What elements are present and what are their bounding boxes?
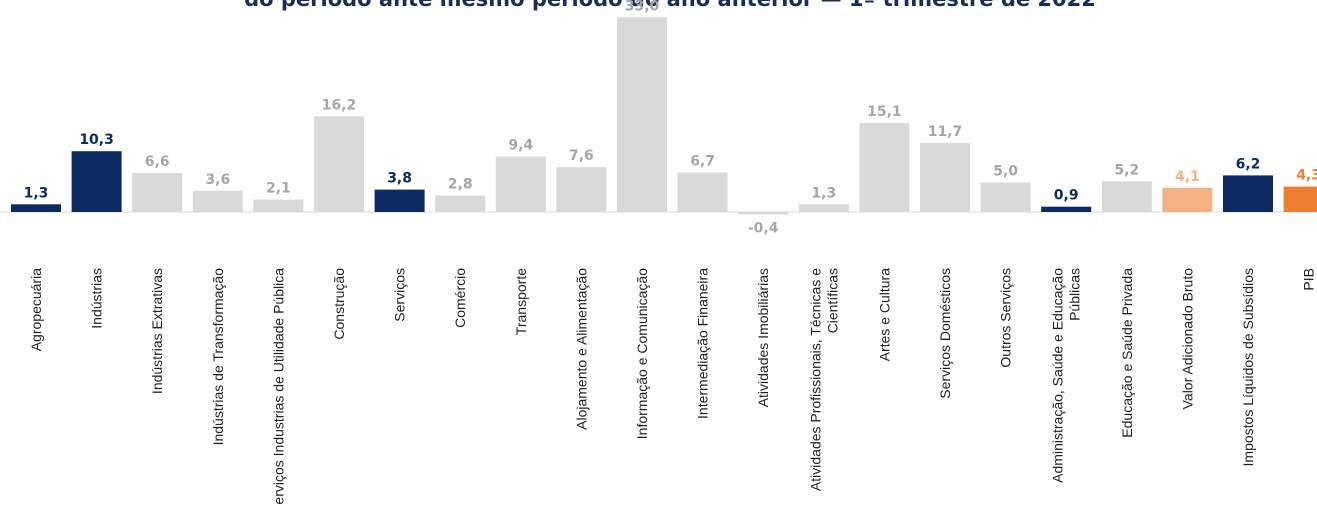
bar-value-label: 10,3 bbox=[79, 132, 114, 148]
category-label-line: Científicas bbox=[824, 268, 840, 333]
bar bbox=[495, 156, 546, 212]
bar bbox=[71, 151, 122, 212]
category-label-line: PIB bbox=[1301, 268, 1317, 291]
category-label-line: Impostos Líquidos de Subsídios bbox=[1240, 268, 1256, 466]
bar-value-label: 33,0 bbox=[625, 0, 660, 14]
bar bbox=[738, 212, 789, 215]
bar bbox=[435, 195, 486, 212]
category-label-line: Educação e Saúde Privada bbox=[1119, 268, 1135, 438]
category-label-line: Construção bbox=[331, 268, 347, 340]
bar-value-label: -0,4 bbox=[748, 220, 779, 236]
category-label: Comércio bbox=[452, 268, 468, 328]
bar bbox=[1041, 206, 1092, 212]
category-label-line: Públicas bbox=[1067, 268, 1083, 321]
bar bbox=[1283, 186, 1317, 212]
bar-value-label: 0,9 bbox=[1054, 188, 1079, 204]
bar-value-label: 2,8 bbox=[448, 177, 473, 193]
category-label-line: Serviços bbox=[392, 268, 408, 322]
bar bbox=[132, 173, 183, 212]
category-label: Outros Serviços bbox=[998, 268, 1014, 368]
category-label: Alojamento e Alimentação bbox=[573, 268, 589, 430]
category-label-line: Informação e Comunicação bbox=[634, 268, 650, 439]
category-label: Educação e Saúde Privada bbox=[1119, 268, 1135, 438]
bar-value-label: 1,3 bbox=[24, 185, 49, 201]
category-label-line: Transporte bbox=[513, 268, 529, 335]
bar-value-label: 16,2 bbox=[322, 97, 357, 113]
category-label: Serviços Domésticos bbox=[937, 268, 953, 399]
category-label-line: Administração, Saúde e Educação bbox=[1050, 268, 1066, 483]
bar-value-label: 3,8 bbox=[387, 171, 412, 187]
category-label-line: Agropecuária bbox=[28, 268, 44, 351]
category-label-line: Atividades Profissionais, Técnicas e bbox=[807, 268, 823, 491]
bar bbox=[192, 190, 243, 212]
bar-value-label: 6,6 bbox=[145, 154, 170, 170]
bar bbox=[314, 116, 364, 212]
bar bbox=[677, 172, 728, 212]
bar-value-label: 5,0 bbox=[993, 164, 1018, 180]
bar-value-label: 1,3 bbox=[811, 185, 836, 201]
category-label-line: Indústrias Extrativas bbox=[149, 268, 165, 394]
bar bbox=[1101, 181, 1152, 212]
category-label: Indústrias bbox=[89, 268, 105, 329]
bar-value-label: 7,6 bbox=[569, 148, 594, 164]
category-label: Valor Adicionado Bruto bbox=[1179, 268, 1195, 410]
bar bbox=[253, 199, 304, 212]
bar-value-label: 3,6 bbox=[205, 172, 230, 188]
category-label-line: Indústrias bbox=[89, 268, 105, 329]
bar bbox=[859, 122, 910, 212]
bar bbox=[556, 167, 607, 212]
category-label-line: Indústrias de Transformação bbox=[210, 268, 226, 446]
bar bbox=[920, 143, 970, 212]
category-label: Indústrias de Transformação bbox=[210, 268, 226, 446]
bar bbox=[980, 182, 1031, 212]
bar-value-label: 15,1 bbox=[867, 104, 902, 120]
category-label-line: Comércio bbox=[452, 268, 468, 328]
category-label: Serviços Industrias de Utilidade Pública bbox=[270, 268, 286, 505]
bar-value-label: 4,1 bbox=[1175, 169, 1200, 185]
bar bbox=[617, 17, 667, 212]
category-label: Informação e Comunicação bbox=[634, 268, 650, 439]
chart-title: do período ante mesmo período do ano ant… bbox=[0, 0, 1317, 11]
category-label: Serviços bbox=[392, 268, 408, 322]
bar bbox=[1223, 175, 1273, 212]
bar-value-label: 9,4 bbox=[508, 138, 533, 154]
bar-value-label: 2,1 bbox=[266, 181, 291, 197]
bar bbox=[798, 204, 849, 212]
category-label: Administração, Saúde e EducaçãoPúblicas bbox=[1050, 268, 1083, 483]
category-label-line: Atividades Imobiliárias bbox=[755, 268, 771, 407]
category-label-line: Artes e Cultura bbox=[876, 268, 892, 362]
bar bbox=[11, 204, 61, 212]
category-label-line: Intermediação Finaneira bbox=[695, 268, 711, 419]
bar-value-label: 6,2 bbox=[1236, 156, 1261, 172]
category-label: Impostos Líquidos de Subsídios bbox=[1240, 268, 1256, 466]
category-label-line: Alojamento e Alimentação bbox=[573, 268, 589, 430]
category-label: Indústrias Extrativas bbox=[149, 268, 165, 394]
category-label: Transporte bbox=[513, 268, 529, 335]
bar bbox=[374, 189, 425, 212]
category-label: Artes e Cultura bbox=[876, 268, 892, 362]
category-label-line: Valor Adicionado Bruto bbox=[1179, 268, 1195, 410]
bar-value-label: 11,7 bbox=[928, 124, 963, 140]
category-label: Atividades Imobiliárias bbox=[755, 268, 771, 407]
category-label-line: Serviços Domésticos bbox=[937, 268, 953, 399]
bar-value-label: 5,2 bbox=[1114, 162, 1139, 178]
bar bbox=[1162, 187, 1213, 212]
category-label: Agropecuária bbox=[28, 268, 44, 351]
category-label: Construção bbox=[331, 268, 347, 340]
bar-value-label: 4,3 bbox=[1296, 168, 1317, 184]
category-label-line: Outros Serviços bbox=[998, 268, 1014, 368]
category-label: Atividades Profissionais, Técnicas eCien… bbox=[807, 268, 840, 491]
category-label: PIB bbox=[1301, 268, 1317, 291]
bar-value-label: 6,7 bbox=[690, 154, 715, 170]
category-label-line: Serviços Industrias de Utilidade Pública bbox=[270, 268, 286, 505]
category-label: Intermediação Finaneira bbox=[695, 268, 711, 419]
